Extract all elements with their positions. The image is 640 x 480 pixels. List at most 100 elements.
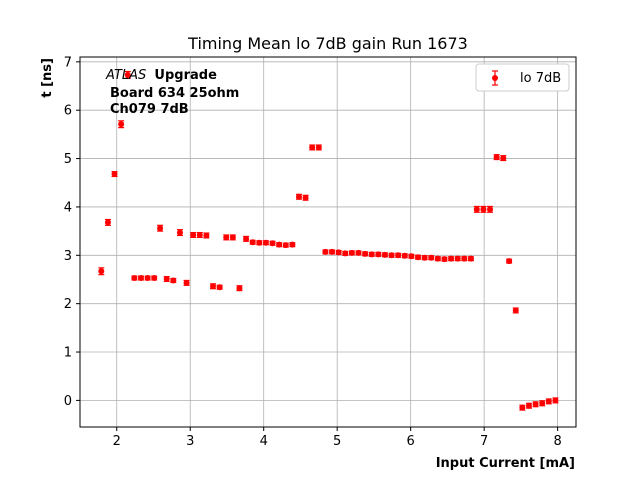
data-point — [375, 251, 382, 258]
annotation-board: Board 634 25ohm — [110, 86, 239, 101]
x-tick-label: 4 — [260, 434, 268, 449]
data-marker — [448, 255, 455, 262]
data-marker — [157, 225, 164, 232]
x-axis-label: Input Current [mA] — [436, 456, 575, 471]
data-point — [262, 239, 269, 246]
y-tick-label: 0 — [64, 394, 72, 409]
data-marker — [124, 71, 131, 78]
plot-frame — [79, 56, 577, 428]
data-marker — [309, 144, 316, 151]
data-point — [545, 398, 552, 405]
data-point — [434, 255, 441, 262]
data-marker — [190, 231, 197, 238]
data-point — [329, 248, 336, 255]
data-marker — [487, 206, 494, 213]
data-marker — [229, 234, 236, 241]
data-point — [276, 241, 283, 248]
y-axis-label: t [ns] — [40, 58, 55, 98]
data-marker — [322, 248, 329, 255]
data-marker — [408, 253, 415, 260]
data-marker — [183, 279, 190, 286]
data-point — [355, 249, 362, 256]
data-marker — [137, 275, 144, 282]
data-marker — [163, 276, 170, 282]
data-marker — [381, 251, 388, 258]
data-point — [454, 255, 461, 262]
data-point — [388, 252, 395, 259]
data-marker — [223, 234, 230, 241]
data-point — [461, 255, 468, 262]
data-point — [137, 275, 144, 282]
data-marker — [461, 255, 468, 262]
data-point — [289, 241, 296, 248]
data-marker — [131, 275, 138, 282]
data-marker — [480, 206, 487, 213]
data-marker — [302, 194, 309, 201]
data-point — [525, 402, 532, 409]
data-marker — [362, 250, 369, 257]
data-point — [203, 232, 210, 239]
y-tick-label: 3 — [64, 249, 72, 264]
x-tick-label: 3 — [186, 434, 194, 449]
data-point — [348, 249, 355, 256]
annotation-line-1: ATLAS Upgrade — [105, 68, 217, 83]
data-marker — [506, 258, 513, 265]
data-marker — [532, 401, 539, 408]
data-point — [151, 275, 158, 282]
data-point — [309, 144, 316, 151]
legend-marker — [492, 75, 498, 81]
data-marker — [493, 154, 500, 161]
data-point — [163, 275, 170, 283]
x-tick-label: 5 — [333, 434, 341, 449]
y-tick-label: 5 — [64, 152, 72, 167]
data-point — [98, 267, 105, 276]
data-marker — [104, 219, 111, 226]
axis-ticks: 2 3 4 5 6 7 8 0 1 2 3 4 5 6 7 — [64, 55, 562, 449]
data-marker — [500, 155, 507, 162]
data-marker — [388, 252, 395, 259]
annotation-channel: Ch079 7dB — [110, 102, 189, 117]
data-point — [144, 275, 151, 282]
data-marker — [395, 252, 402, 259]
atlas-label: ATLAS — [105, 68, 146, 83]
data-point — [335, 249, 342, 256]
data-marker — [355, 249, 362, 256]
data-point — [342, 250, 349, 257]
data-point — [519, 404, 526, 411]
y-tick-label: 7 — [64, 55, 72, 70]
data-marker — [144, 275, 151, 282]
data-point — [131, 275, 138, 282]
data-marker — [512, 307, 519, 314]
data-marker — [210, 283, 217, 290]
y-tick-label: 2 — [64, 297, 72, 312]
data-point — [124, 70, 131, 79]
data-point — [243, 235, 250, 242]
data-marker — [170, 277, 177, 284]
upgrade-label: Upgrade — [154, 68, 217, 83]
data-point — [415, 254, 422, 261]
grid — [80, 57, 576, 427]
data-marker — [216, 284, 223, 291]
legend-label: lo 7dB — [520, 71, 561, 86]
data-point — [196, 231, 203, 239]
data-point — [381, 251, 388, 258]
data-point — [223, 234, 230, 241]
y-tick-label: 4 — [64, 200, 72, 215]
data-marker — [335, 249, 342, 256]
data-marker — [428, 254, 435, 261]
data-marker — [519, 404, 526, 411]
data-point — [539, 400, 546, 407]
data-marker — [262, 239, 269, 246]
data-point — [493, 154, 500, 161]
data-marker — [342, 250, 349, 257]
data-point — [532, 401, 539, 408]
data-marker — [282, 242, 289, 249]
data-point — [322, 248, 329, 255]
data-marker — [441, 256, 448, 263]
data-point — [236, 285, 243, 292]
data-point — [229, 234, 236, 241]
data-marker — [203, 232, 210, 239]
y-tick-label: 6 — [64, 104, 72, 119]
data-point — [473, 205, 480, 213]
data-marker — [552, 397, 559, 404]
